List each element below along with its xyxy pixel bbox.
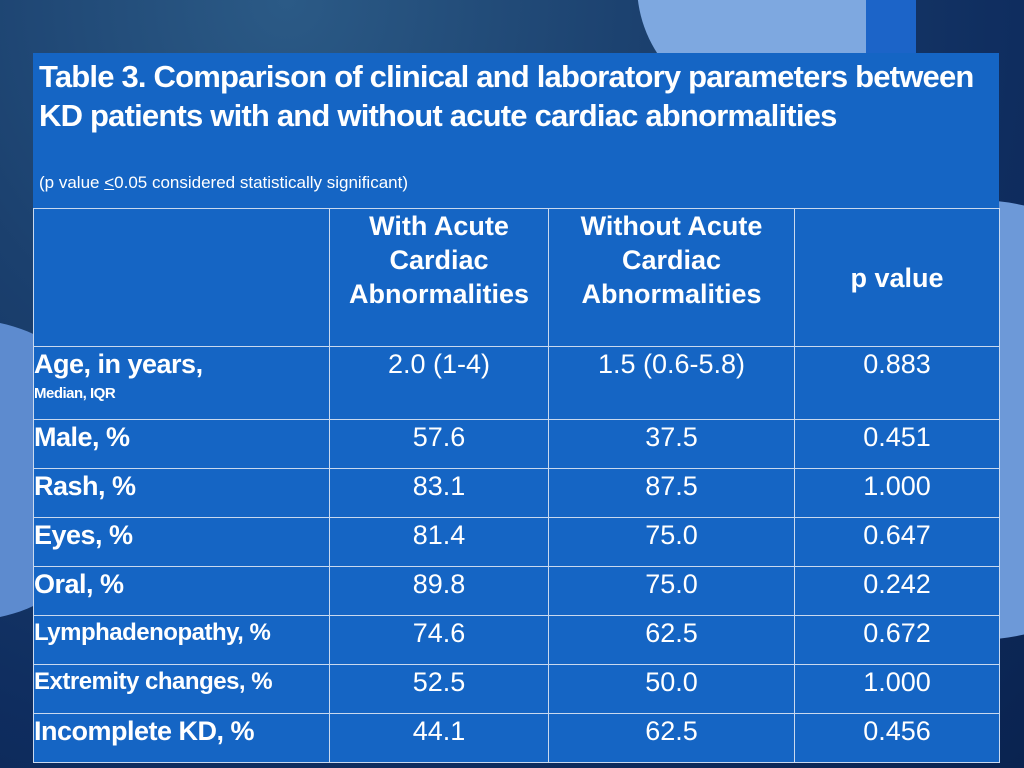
table-row: Incomplete KD, % 44.1 62.5 0.456: [33, 713, 1000, 763]
cell-without: 50.0: [548, 664, 795, 714]
cell-with: 57.6: [329, 419, 549, 469]
cell-with: 52.5: [329, 664, 549, 714]
cell-p-value: 1.000: [794, 468, 1000, 518]
table-row: Male, % 57.6 37.5 0.451: [33, 419, 1000, 469]
row-sublabel: Median, IQR: [34, 385, 116, 402]
table-subtitle: (p value <0.05 considered statistically …: [39, 172, 408, 194]
cell-p-value: 1.000: [794, 664, 1000, 714]
cell-p-value: 0.672: [794, 615, 1000, 665]
cell-with: 89.8: [329, 566, 549, 616]
cell-p-value: 0.883: [794, 346, 1000, 420]
cell-with: 74.6: [329, 615, 549, 665]
cell-without: 87.5: [548, 468, 795, 518]
table-row: Age, in years, Median, IQR 2.0 (1-4) 1.5 …: [33, 346, 1000, 420]
cell-with: 2.0 (1-4): [329, 346, 549, 420]
cell-with: 44.1: [329, 713, 549, 763]
header-without-acute: Without Acute Cardiac Abnormalities: [548, 208, 795, 347]
row-label-text: Age, in years,: [34, 349, 203, 379]
table-title: Table 3. Comparison of clinical and labo…: [39, 59, 974, 133]
cell-without: 37.5: [548, 419, 795, 469]
title-panel: Table 3. Comparison of clinical and labo…: [33, 53, 999, 208]
row-label: Incomplete KD, %: [33, 713, 330, 763]
subtitle-suffix: 0.05 considered statistically significan…: [114, 173, 409, 192]
cell-without: 1.5 (0.6-5.8): [548, 346, 795, 420]
slide-content: Table 3. Comparison of clinical and labo…: [33, 53, 1000, 766]
decorative-bar: [866, 0, 916, 60]
table-row: Lymphadenopathy, % 74.6 62.5 0.672: [33, 615, 1000, 665]
row-label: Extremity changes, %: [33, 664, 330, 714]
row-label: Rash, %: [33, 468, 330, 518]
row-label: Age, in years, Median, IQR: [33, 346, 330, 420]
row-label: Eyes, %: [33, 517, 330, 567]
cell-without: 75.0: [548, 517, 795, 567]
cell-without: 75.0: [548, 566, 795, 616]
cell-p-value: 0.242: [794, 566, 1000, 616]
subtitle-prefix: (p value: [39, 173, 105, 192]
comparison-table: With Acute Cardiac Abnormalities Without…: [33, 208, 1000, 763]
cell-p-value: 0.647: [794, 517, 1000, 567]
cell-p-value: 0.456: [794, 713, 1000, 763]
table-row: Extremity changes, % 52.5 50.0 1.000: [33, 664, 1000, 714]
header-row: With Acute Cardiac Abnormalities Without…: [33, 208, 1000, 347]
header-with-acute: With Acute Cardiac Abnormalities: [329, 208, 549, 347]
row-label: Oral, %: [33, 566, 330, 616]
row-label: Male, %: [33, 419, 330, 469]
cell-without: 62.5: [548, 615, 795, 665]
table-row: Rash, % 83.1 87.5 1.000: [33, 468, 1000, 518]
table-row: Eyes, % 81.4 75.0 0.647: [33, 517, 1000, 567]
row-label: Lymphadenopathy, %: [33, 615, 330, 665]
cell-with: 81.4: [329, 517, 549, 567]
cell-with: 83.1: [329, 468, 549, 518]
table-row: Oral, % 89.8 75.0 0.242: [33, 566, 1000, 616]
header-blank-cell: [33, 208, 330, 347]
cell-without: 62.5: [548, 713, 795, 763]
cell-p-value: 0.451: [794, 419, 1000, 469]
subtitle-underlined: <: [104, 173, 115, 192]
header-p-value: p value: [794, 208, 1000, 347]
